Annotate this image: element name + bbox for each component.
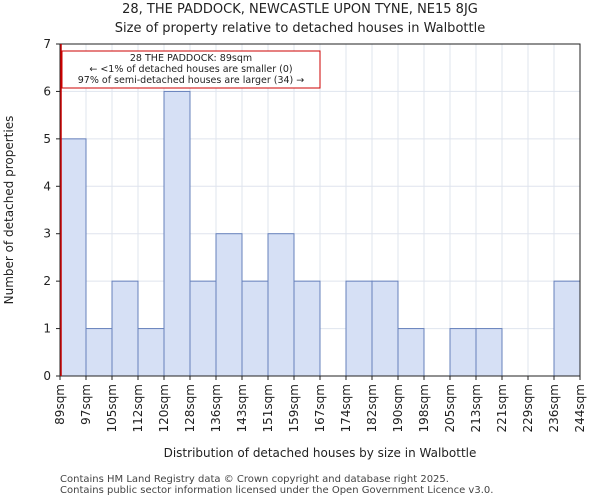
bars bbox=[59, 90, 581, 377]
bar bbox=[137, 328, 165, 377]
histogram-chart: 28, THE PADDOCK, NEWCASTLE UPON TYNE, NE… bbox=[2, 2, 587, 460]
bar bbox=[163, 90, 191, 377]
bar bbox=[293, 280, 321, 377]
x-tick-label: 159sqm bbox=[287, 384, 301, 432]
footer-line-2: Contains public sector information licen… bbox=[60, 485, 494, 496]
y-axis-ticks: 0 1 2 3 4 5 6 7 bbox=[43, 37, 60, 383]
footer-line-1: Contains HM Land Registry data © Crown c… bbox=[60, 474, 449, 485]
bar bbox=[267, 233, 295, 377]
annotation-line-1: 28 THE PADDOCK: 89sqm bbox=[130, 53, 252, 64]
x-tick-label: 198sqm bbox=[417, 384, 431, 432]
footer: Contains HM Land Registry data © Crown c… bbox=[60, 474, 493, 496]
x-tick-label: 89sqm bbox=[53, 384, 67, 425]
x-axis-label: Distribution of detached houses by size … bbox=[164, 446, 477, 460]
bar bbox=[371, 280, 399, 377]
bar bbox=[111, 280, 139, 377]
x-tick-label: 167sqm bbox=[313, 384, 327, 432]
x-tick-label: 174sqm bbox=[339, 384, 353, 432]
annotation-line-2: ← <1% of detached houses are smaller (0) bbox=[89, 64, 292, 75]
y-axis-label: Number of detached properties bbox=[2, 116, 16, 305]
x-tick-label: 182sqm bbox=[365, 384, 379, 432]
x-tick-label: 105sqm bbox=[105, 384, 119, 432]
bar bbox=[397, 328, 425, 377]
bar bbox=[553, 280, 581, 377]
bar bbox=[189, 280, 217, 377]
x-tick-label: 97sqm bbox=[79, 384, 93, 425]
x-tick-label: 221sqm bbox=[495, 384, 509, 432]
y-tick-label: 1 bbox=[43, 322, 51, 336]
bar bbox=[241, 280, 269, 377]
y-tick-label: 4 bbox=[43, 179, 51, 193]
x-tick-label: 205sqm bbox=[443, 384, 457, 432]
chart-subtitle: Size of property relative to detached ho… bbox=[115, 21, 485, 36]
x-tick-label: 151sqm bbox=[261, 384, 275, 432]
x-tick-label: 190sqm bbox=[391, 384, 405, 432]
y-tick-label: 5 bbox=[43, 132, 51, 146]
x-tick-label: 128sqm bbox=[183, 384, 197, 432]
annotation-line-3: 97% of semi-detached houses are larger (… bbox=[78, 75, 305, 86]
bar bbox=[215, 233, 243, 377]
bar bbox=[475, 328, 503, 377]
bar bbox=[85, 328, 113, 377]
x-tick-label: 143sqm bbox=[235, 384, 249, 432]
x-tick-label: 136sqm bbox=[209, 384, 223, 432]
y-tick-label: 7 bbox=[43, 37, 51, 51]
bar bbox=[59, 138, 87, 377]
y-tick-label: 2 bbox=[43, 274, 51, 288]
annotation-box: 28 THE PADDOCK: 89sqm ← <1% of detached … bbox=[61, 50, 321, 89]
x-tick-label: 236sqm bbox=[547, 384, 561, 432]
x-tick-label: 120sqm bbox=[157, 384, 171, 432]
x-tick-label: 244sqm bbox=[573, 384, 587, 432]
x-tick-label: 229sqm bbox=[521, 384, 535, 432]
y-tick-label: 3 bbox=[43, 227, 51, 241]
bar bbox=[449, 328, 477, 377]
x-axis-ticks: 89sqm 97sqm 105sqm 112sqm 120sqm 128sqm 136sqm… bbox=[53, 376, 587, 432]
x-tick-label: 213sqm bbox=[469, 384, 483, 432]
x-tick-label: 112sqm bbox=[131, 384, 145, 432]
y-tick-label: 0 bbox=[43, 369, 51, 383]
y-tick-label: 6 bbox=[43, 84, 51, 98]
bar bbox=[345, 280, 373, 377]
chart-title: 28, THE PADDOCK, NEWCASTLE UPON TYNE, NE… bbox=[122, 2, 478, 17]
